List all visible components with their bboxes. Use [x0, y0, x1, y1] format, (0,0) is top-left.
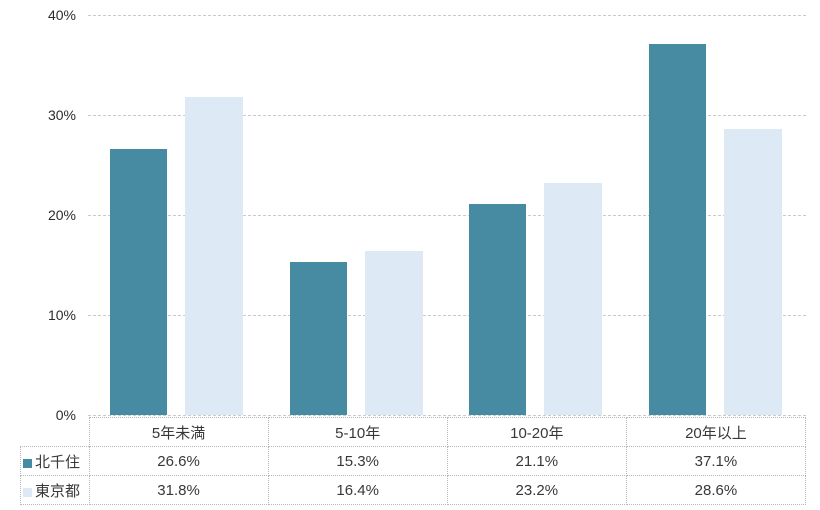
- bar-group: [268, 15, 448, 415]
- table-corner-blank: [21, 418, 90, 447]
- bar-北千住-10-20年: [469, 204, 526, 415]
- bar-北千住-20年以上: [648, 44, 706, 415]
- value-cell: 26.6%: [88, 446, 269, 476]
- bar-group: [447, 15, 627, 415]
- value-cell: 28.6%: [625, 475, 807, 505]
- y-axis-tick-label: 20%: [47, 207, 76, 223]
- legend-swatch-icon: [23, 487, 32, 497]
- gridline: [88, 315, 806, 316]
- table-row: 北千住 26.6% 15.3% 21.1% 37.1%: [20, 446, 807, 476]
- bar-東京都-10-20年: [544, 183, 602, 415]
- y-axis-tick-label: 10%: [47, 307, 76, 323]
- legend-cell: 東京都: [20, 475, 90, 505]
- bar-東京都-5-10年: [364, 251, 423, 415]
- data-table: 5年未満 5-10年 10-20年 20年以上 北千住 26.6% 15.3% 21.1% 3…: [20, 417, 807, 505]
- y-axis-tick-label: 40%: [47, 7, 76, 23]
- bar-北千住-5年未満: [110, 149, 167, 415]
- table-header-category: 5-10年: [267, 417, 448, 447]
- value-cell: 16.4%: [267, 475, 448, 505]
- gridline: [88, 115, 806, 116]
- value-cell: 15.3%: [267, 446, 448, 476]
- table-header-category: 5年未満: [88, 417, 269, 447]
- bar-group: [88, 15, 268, 415]
- value-cell: 37.1%: [625, 446, 807, 476]
- series-name: 北千住: [35, 453, 81, 471]
- table-header-row: 5年未満 5-10年 10-20年 20年以上: [21, 417, 807, 447]
- plot-area: [88, 15, 807, 416]
- bar-北千住-5-10年: [289, 262, 347, 415]
- table-row: 東京都 31.8% 16.4% 23.2% 28.6%: [20, 475, 807, 505]
- series-name: 東京都: [35, 482, 81, 500]
- value-cell: 31.8%: [88, 475, 269, 505]
- bar-group: [627, 15, 807, 415]
- y-axis-tick-label: 0%: [55, 407, 76, 423]
- legend-swatch-icon: [23, 458, 32, 468]
- value-cell: 21.1%: [446, 446, 627, 476]
- y-axis-tick-label: 30%: [47, 107, 76, 123]
- gridline: [88, 415, 806, 416]
- legend-cell: 北千住: [20, 446, 90, 476]
- value-cell: 23.2%: [446, 475, 627, 505]
- bar-東京都-20年以上: [723, 129, 782, 415]
- gridline: [88, 15, 806, 16]
- table-header-category: 10-20年: [446, 417, 627, 447]
- bar-東京都-5年未満: [185, 97, 243, 415]
- table-header-category: 20年以上: [625, 417, 807, 447]
- gridline: [88, 215, 806, 216]
